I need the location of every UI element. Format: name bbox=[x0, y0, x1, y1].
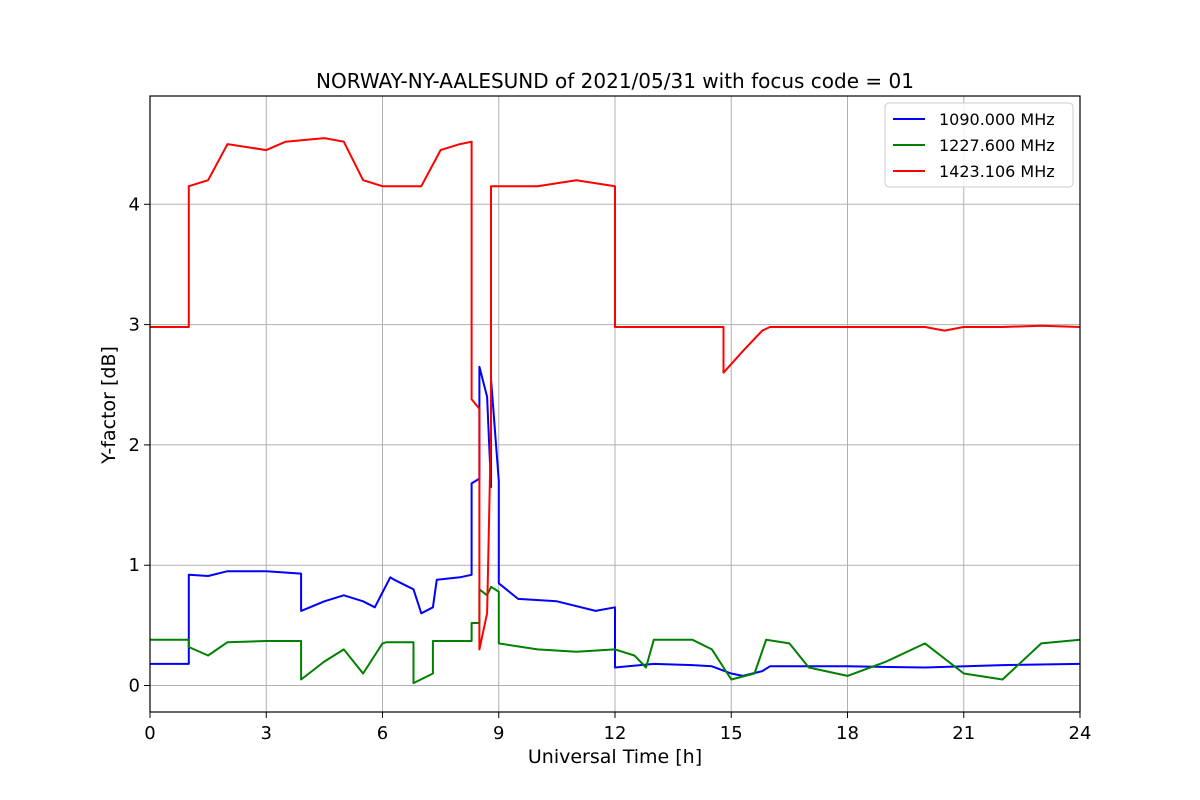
x-tick-label: 12 bbox=[604, 723, 627, 744]
y-tick-label: 2 bbox=[129, 435, 140, 456]
y-axis-label: Y-factor [dB] bbox=[98, 346, 120, 465]
legend-box bbox=[884, 102, 1074, 188]
legend: 1090.000 MHz 1227.600 MHz 1423.106 MHz bbox=[884, 102, 1074, 188]
x-tick-label: 21 bbox=[952, 723, 975, 744]
legend-label: 1090.000 MHz bbox=[939, 110, 1055, 129]
series-line-3 bbox=[150, 137, 1081, 651]
x-tick-label: 24 bbox=[1069, 723, 1092, 744]
legend-label: 1227.600 MHz bbox=[939, 136, 1055, 155]
x-tick-label: 6 bbox=[377, 723, 388, 744]
x-tick-label: 9 bbox=[493, 723, 504, 744]
y-tick-label: 4 bbox=[129, 194, 140, 215]
x-axis-label: Universal Time [h] bbox=[528, 746, 702, 768]
x-tick-label: 15 bbox=[720, 723, 743, 744]
series-layer bbox=[150, 137, 1081, 685]
y-tick-label: 0 bbox=[129, 676, 140, 697]
y-tick-label: 3 bbox=[129, 315, 140, 336]
series-line-2 bbox=[150, 585, 1081, 685]
x-tick-label: 0 bbox=[144, 723, 155, 744]
x-tick-label: 18 bbox=[836, 723, 859, 744]
y-tick-label: 1 bbox=[129, 555, 140, 576]
chart-title: NORWAY-NY-AALESUND of 2021/05/31 with fo… bbox=[316, 69, 914, 93]
x-tick-label: 3 bbox=[261, 723, 272, 744]
legend-label: 1423.106 MHz bbox=[939, 162, 1055, 181]
